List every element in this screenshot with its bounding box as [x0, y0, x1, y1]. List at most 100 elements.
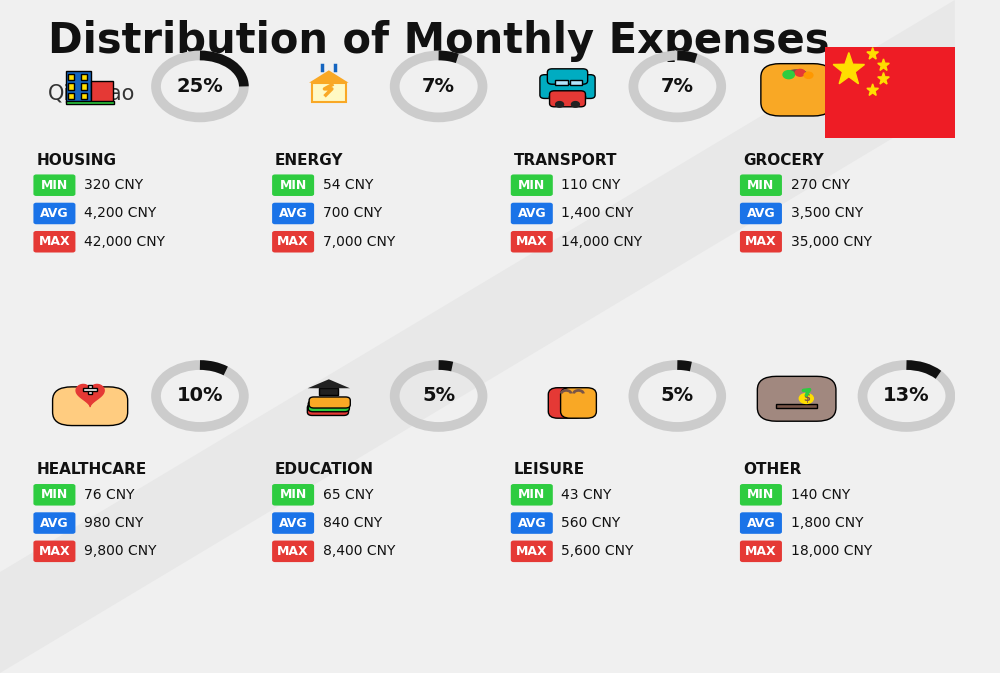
Text: LEISURE: LEISURE	[514, 462, 585, 477]
Text: MAX: MAX	[745, 545, 777, 558]
FancyBboxPatch shape	[68, 74, 74, 80]
Text: MAX: MAX	[516, 545, 548, 558]
FancyBboxPatch shape	[272, 231, 314, 252]
Text: AVG: AVG	[517, 207, 546, 220]
Text: 10%: 10%	[177, 386, 223, 406]
Circle shape	[571, 102, 579, 107]
Text: 270 CNY: 270 CNY	[791, 178, 850, 192]
FancyBboxPatch shape	[511, 174, 553, 196]
Polygon shape	[867, 84, 878, 96]
Text: 5,600 CNY: 5,600 CNY	[561, 544, 634, 559]
FancyBboxPatch shape	[740, 484, 782, 505]
FancyBboxPatch shape	[740, 231, 782, 252]
Text: 4,200 CNY: 4,200 CNY	[84, 207, 156, 221]
FancyBboxPatch shape	[33, 484, 75, 505]
Text: GROCERY: GROCERY	[743, 153, 824, 168]
Text: AVG: AVG	[40, 207, 69, 220]
Text: MIN: MIN	[41, 489, 68, 501]
FancyBboxPatch shape	[88, 385, 92, 394]
FancyBboxPatch shape	[33, 174, 75, 196]
Text: ENERGY: ENERGY	[275, 153, 343, 168]
Text: MIN: MIN	[279, 489, 307, 501]
Text: 5%: 5%	[661, 386, 694, 406]
FancyBboxPatch shape	[272, 540, 314, 562]
Polygon shape	[878, 59, 889, 71]
Text: 980 CNY: 980 CNY	[84, 516, 143, 530]
Text: $: $	[803, 394, 810, 404]
Text: EDUCATION: EDUCATION	[275, 462, 374, 477]
Text: 7,000 CNY: 7,000 CNY	[323, 235, 395, 249]
Text: AVG: AVG	[747, 207, 775, 220]
Text: 42,000 CNY: 42,000 CNY	[84, 235, 165, 249]
Polygon shape	[76, 384, 104, 406]
Text: 9,800 CNY: 9,800 CNY	[84, 544, 157, 559]
FancyBboxPatch shape	[68, 93, 74, 99]
Text: AVG: AVG	[517, 517, 546, 530]
Circle shape	[575, 94, 586, 101]
Text: MAX: MAX	[39, 545, 70, 558]
FancyBboxPatch shape	[740, 174, 782, 196]
FancyBboxPatch shape	[561, 388, 596, 418]
FancyBboxPatch shape	[68, 83, 74, 90]
FancyBboxPatch shape	[548, 388, 584, 418]
FancyBboxPatch shape	[547, 69, 588, 84]
FancyBboxPatch shape	[81, 74, 87, 80]
FancyBboxPatch shape	[66, 101, 114, 104]
Circle shape	[556, 102, 564, 107]
FancyBboxPatch shape	[550, 91, 585, 107]
Text: 1,400 CNY: 1,400 CNY	[561, 207, 634, 221]
FancyBboxPatch shape	[740, 540, 782, 562]
Text: 560 CNY: 560 CNY	[561, 516, 621, 530]
FancyBboxPatch shape	[272, 512, 314, 534]
Text: 320 CNY: 320 CNY	[84, 178, 143, 192]
Text: MIN: MIN	[747, 179, 775, 192]
Circle shape	[795, 69, 805, 76]
FancyBboxPatch shape	[570, 79, 582, 85]
FancyBboxPatch shape	[312, 83, 346, 102]
FancyBboxPatch shape	[91, 81, 113, 102]
Text: Qingdao: Qingdao	[48, 84, 135, 104]
FancyBboxPatch shape	[511, 512, 553, 534]
FancyBboxPatch shape	[555, 79, 568, 85]
Text: MAX: MAX	[39, 236, 70, 248]
Text: 18,000 CNY: 18,000 CNY	[791, 544, 872, 559]
FancyBboxPatch shape	[740, 203, 782, 224]
FancyBboxPatch shape	[33, 540, 75, 562]
Circle shape	[783, 71, 794, 79]
Text: 54 CNY: 54 CNY	[323, 178, 373, 192]
Circle shape	[804, 72, 813, 78]
Text: 25%: 25%	[177, 77, 223, 96]
FancyBboxPatch shape	[761, 64, 832, 116]
FancyBboxPatch shape	[83, 388, 97, 391]
Text: MIN: MIN	[747, 489, 775, 501]
Text: AVG: AVG	[279, 207, 307, 220]
FancyBboxPatch shape	[272, 203, 314, 224]
Circle shape	[799, 394, 813, 403]
Text: 110 CNY: 110 CNY	[561, 178, 621, 192]
Text: AVG: AVG	[40, 517, 69, 530]
Text: MAX: MAX	[745, 236, 777, 248]
Polygon shape	[309, 70, 349, 83]
FancyBboxPatch shape	[272, 174, 314, 196]
Text: MIN: MIN	[41, 179, 68, 192]
Text: HOUSING: HOUSING	[36, 153, 116, 168]
Polygon shape	[867, 48, 878, 59]
FancyBboxPatch shape	[81, 83, 87, 90]
FancyBboxPatch shape	[757, 376, 836, 421]
Text: 35,000 CNY: 35,000 CNY	[791, 235, 872, 249]
FancyBboxPatch shape	[272, 484, 314, 505]
Text: 13%: 13%	[883, 386, 930, 406]
Circle shape	[549, 94, 560, 101]
Polygon shape	[833, 52, 864, 84]
Polygon shape	[0, 0, 955, 673]
FancyBboxPatch shape	[81, 93, 87, 99]
Text: 840 CNY: 840 CNY	[323, 516, 382, 530]
Text: OTHER: OTHER	[743, 462, 801, 477]
FancyBboxPatch shape	[66, 71, 91, 102]
Text: 65 CNY: 65 CNY	[323, 488, 373, 502]
FancyBboxPatch shape	[511, 484, 553, 505]
Text: 14,000 CNY: 14,000 CNY	[561, 235, 643, 249]
FancyBboxPatch shape	[309, 397, 350, 408]
FancyBboxPatch shape	[825, 47, 955, 138]
Text: MIN: MIN	[518, 489, 545, 501]
